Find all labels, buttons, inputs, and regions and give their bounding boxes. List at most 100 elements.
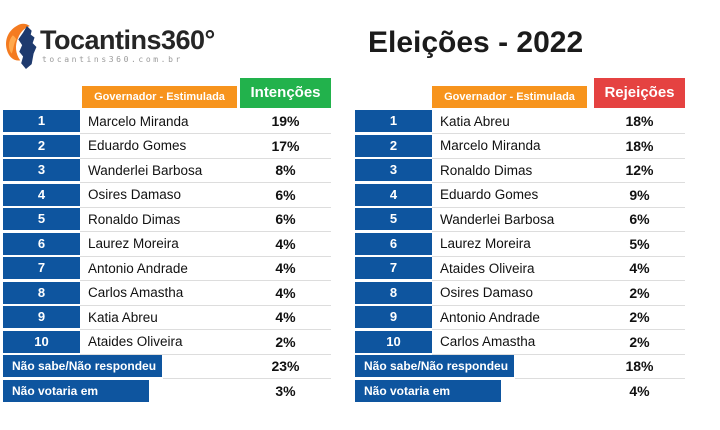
table-row: 2 Eduardo Gomes 17% [3, 134, 331, 159]
rank-cell: 4 [3, 183, 80, 206]
intentions-table-header: Governador - Estimulada Intenções [3, 78, 331, 108]
rejections-table-body: 1 Katia Abreu 18% 2 Marcelo Miranda 18% … [355, 110, 685, 355]
rank-cell: 8 [3, 281, 80, 304]
table-row: 9 Katia Abreu 4% [3, 306, 331, 330]
table-row: 4 Osires Damaso 6% [3, 183, 331, 208]
table-row: 7 Ataides Oliveira 4% [355, 257, 685, 281]
percent-value: 4% [275, 235, 296, 252]
table-row: 5 Wanderlei Barbosa 6% [355, 208, 685, 232]
table-row: 6 Laurez Moreira 4% [3, 232, 331, 257]
site-logo: Tocantins360° tocantins360.com.br [4, 22, 215, 72]
percent-value: 2% [275, 333, 296, 350]
table-row: 4 Eduardo Gomes 9% [355, 183, 685, 208]
table-row: 5 Ronaldo Dimas 6% [3, 208, 331, 232]
candidate-name: Marcelo Miranda [440, 138, 541, 153]
candidate-name: Wanderlei Barbosa [88, 162, 203, 178]
rank-cell: 3 [355, 159, 432, 181]
percent-value: 19% [271, 113, 300, 129]
candidate-name: Wanderlei Barbosa [440, 211, 555, 227]
rank-cell: 7 [3, 257, 80, 279]
percent-value: 4% [275, 260, 296, 276]
rank-cell: 2 [3, 134, 80, 157]
logo-subtitle: tocantins360.com.br [42, 55, 183, 64]
candidate-name: Eduardo Gomes [440, 187, 539, 202]
candidate-name: Ronaldo Dimas [88, 211, 181, 227]
candidate-name: Marcelo Miranda [88, 113, 189, 129]
candidate-name: Osires Damaso [88, 187, 182, 202]
rank-cell: 8 [355, 281, 432, 304]
percent-value: 6% [629, 211, 650, 227]
candidate-name: Ataides Oliveira [88, 334, 183, 349]
percent-value: 12% [625, 162, 654, 178]
rejections-chip: Rejeições [594, 78, 685, 108]
category-chip: Governador - Estimulada [82, 86, 237, 108]
footer-label: Não votaria em ninguém [355, 380, 501, 420]
logo-title: Tocantins360° [40, 25, 215, 55]
rank-cell: 3 [3, 159, 80, 181]
footer-row: Não sabe/Não respondeu 18% [355, 355, 685, 379]
rank-cell: 4 [355, 183, 432, 206]
percent-value: 2% [629, 333, 650, 350]
percent-value: 6% [275, 186, 296, 203]
percent-value: 6% [275, 211, 296, 227]
rank-cell: 2 [355, 134, 432, 157]
percent-value: 4% [275, 284, 296, 301]
intentions-table-footer: Não sabe/Não respondeu 23% Não votaria e… [3, 355, 331, 420]
intentions-table-body: 1 Marcelo Miranda 19% 2 Eduardo Gomes 17… [3, 110, 331, 355]
candidate-name: Eduardo Gomes [88, 138, 187, 153]
candidate-name: Osires Damaso [440, 285, 534, 300]
table-row: 7 Antonio Andrade 4% [3, 257, 331, 281]
candidate-name: Ronaldo Dimas [440, 162, 533, 178]
rank-cell: 10 [3, 330, 80, 353]
rejections-table-header: Governador - Estimulada Rejeições [355, 78, 685, 108]
rank-cell: 1 [355, 110, 432, 132]
tocantins-map-flame-icon [6, 23, 37, 69]
percent-value: 2% [629, 309, 650, 325]
table-row: 8 Osires Damaso 2% [355, 281, 685, 306]
intentions-table: Governador - Estimulada Intenções 1 Marc… [3, 78, 331, 420]
table-row: 2 Marcelo Miranda 18% [355, 134, 685, 159]
percent-value: 5% [629, 235, 650, 252]
candidate-name: Antonio Andrade [88, 260, 188, 276]
candidate-name: Carlos Amastha [88, 285, 184, 300]
candidate-name: Katia Abreu [88, 309, 158, 325]
footer-label: Não votaria em ninguém [3, 380, 149, 420]
rank-cell: 1 [3, 110, 80, 132]
rank-cell: 6 [3, 232, 80, 255]
rejections-table-footer: Não sabe/Não respondeu 18% Não votaria e… [355, 355, 685, 420]
intentions-chip: Intenções [240, 78, 331, 108]
percent-value: 18% [625, 113, 654, 129]
rank-cell: 10 [355, 330, 432, 353]
candidate-name: Laurez Moreira [440, 236, 531, 251]
rejections-table: Governador - Estimulada Rejeições 1 Kati… [355, 78, 685, 420]
percent-value: 4% [275, 309, 296, 325]
percent-value: 4% [629, 383, 650, 399]
candidate-name: Laurez Moreira [88, 236, 179, 251]
table-row: 10 Carlos Amastha 2% [355, 330, 685, 355]
percent-value: 2% [629, 284, 650, 301]
table-row: 9 Antonio Andrade 2% [355, 306, 685, 330]
footer-label: Não sabe/Não respondeu [355, 355, 514, 377]
rank-cell: 7 [355, 257, 432, 279]
table-row: 3 Wanderlei Barbosa 8% [3, 159, 331, 183]
percent-value: 3% [275, 383, 296, 399]
table-row: 10 Ataides Oliveira 2% [3, 330, 331, 355]
rank-cell: 5 [355, 208, 432, 230]
percent-value: 17% [271, 137, 300, 154]
table-row: 1 Katia Abreu 18% [355, 110, 685, 134]
footer-label: Não sabe/Não respondeu [3, 355, 162, 377]
candidate-name: Antonio Andrade [440, 309, 540, 325]
category-chip: Governador - Estimulada [432, 86, 587, 108]
percent-value: 8% [275, 162, 296, 178]
footer-row: Não sabe/Não respondeu 23% [3, 355, 331, 379]
rank-cell: 5 [3, 208, 80, 230]
table-row: 1 Marcelo Miranda 19% [3, 110, 331, 134]
rank-cell: 9 [3, 306, 80, 328]
percent-value: 18% [625, 358, 654, 374]
candidate-name: Ataides Oliveira [440, 260, 535, 276]
rank-cell: 6 [355, 232, 432, 255]
candidate-name: Carlos Amastha [440, 334, 536, 349]
percent-value: 9% [629, 186, 650, 203]
page-title: Eleições - 2022 [368, 26, 584, 59]
percent-value: 18% [625, 137, 654, 154]
